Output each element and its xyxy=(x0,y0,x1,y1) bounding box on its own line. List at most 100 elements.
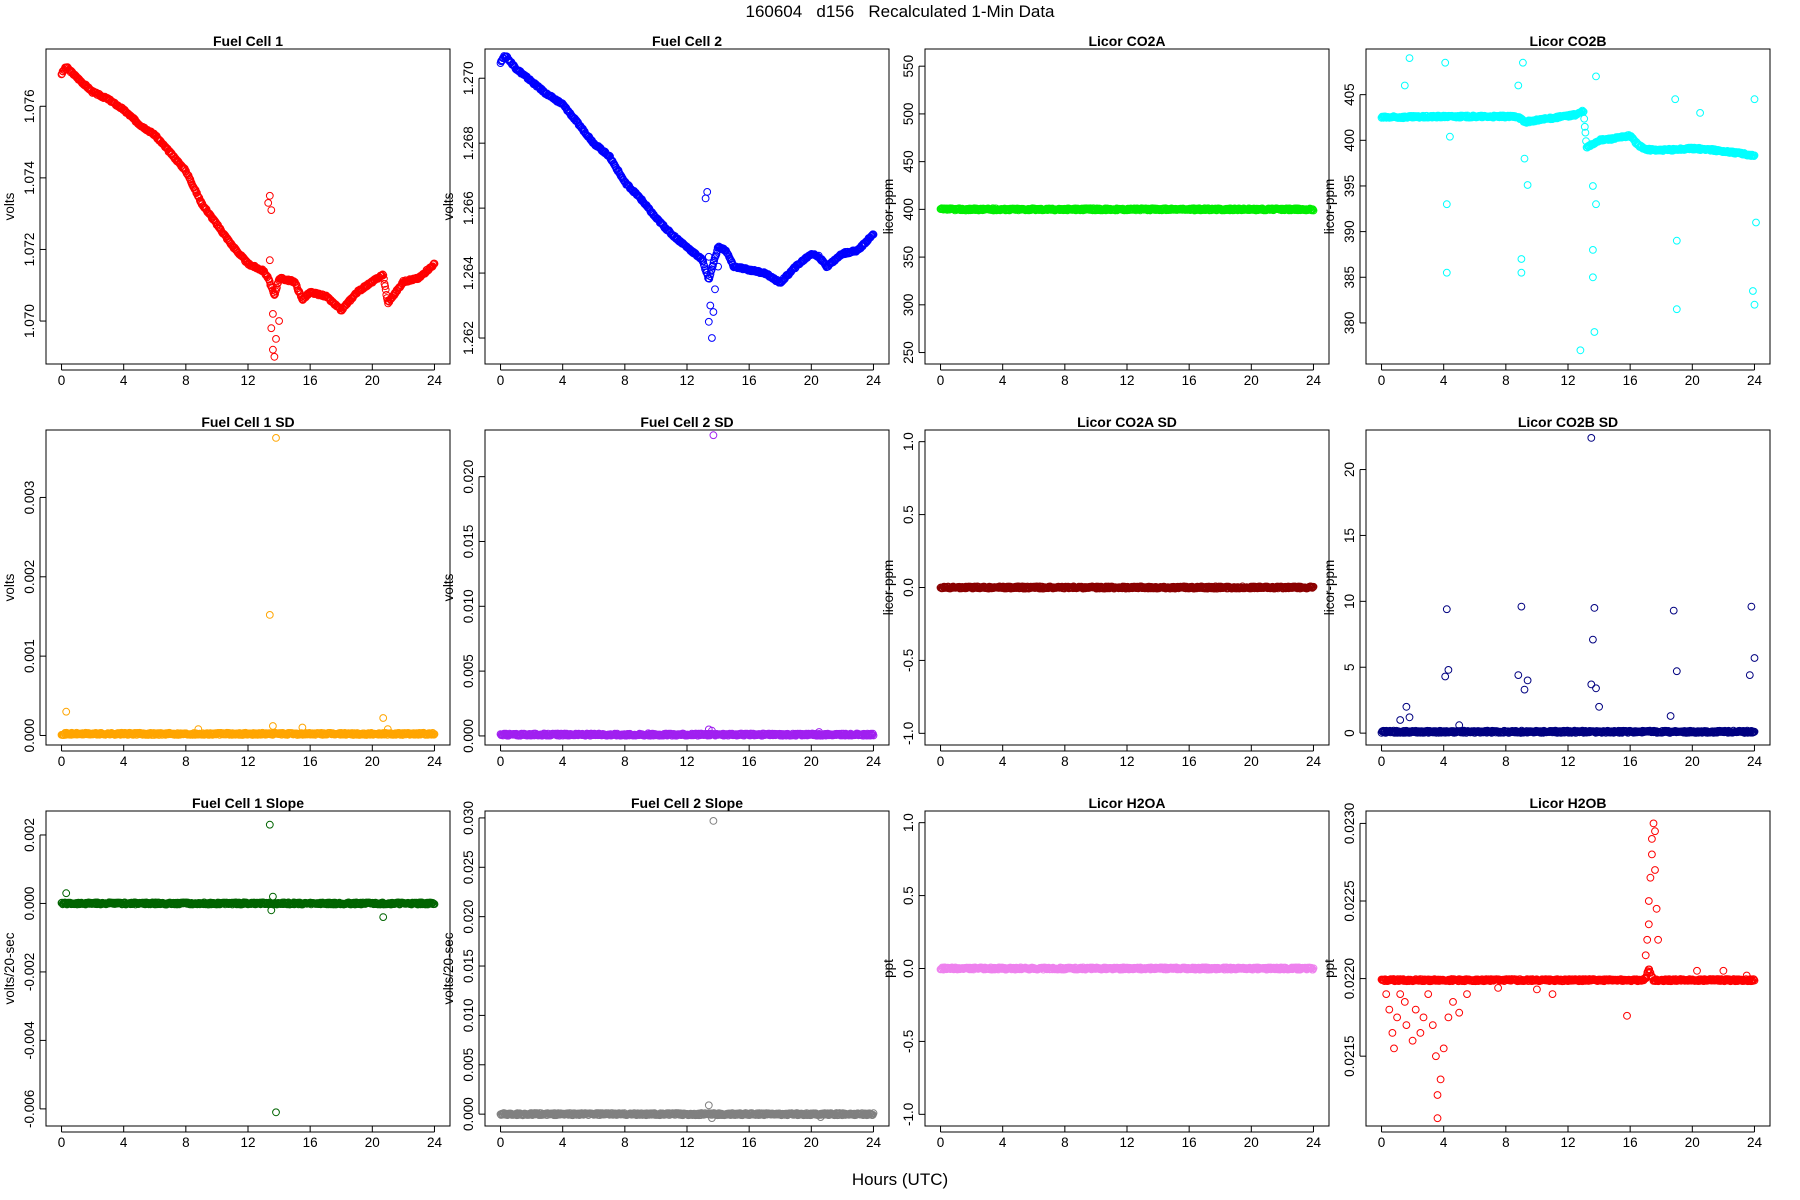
y-tick-label: 0.001 xyxy=(22,639,37,673)
outlier-point xyxy=(269,722,277,730)
x-tick-label: 0 xyxy=(58,373,66,388)
series-co2asd xyxy=(936,582,1318,593)
y-tick-label: 1.264 xyxy=(461,256,476,290)
x-tick-label: 0 xyxy=(497,373,505,388)
y-tick-label: 390 xyxy=(1342,220,1357,243)
x-tick-label: 16 xyxy=(303,754,318,769)
x-tick-label: 0 xyxy=(937,373,945,388)
outlier-point xyxy=(709,308,718,316)
x-tick-label: 8 xyxy=(182,754,190,769)
y-tick-label: 0 xyxy=(1342,729,1357,737)
x-tick-label: 12 xyxy=(1560,754,1575,769)
panel-title: Fuel Cell 2 xyxy=(652,33,722,49)
outlier-point xyxy=(1589,273,1597,282)
outlier-point xyxy=(1446,132,1454,141)
outlier-point xyxy=(708,334,716,342)
outlier-point xyxy=(1592,72,1600,81)
panel-title: Licor CO2B SD xyxy=(1518,414,1618,430)
x-tick-label: 24 xyxy=(427,754,443,769)
outlier-point xyxy=(1672,305,1681,314)
data-point xyxy=(194,193,203,202)
y-tick-label: 20 xyxy=(1342,462,1357,477)
x-tick-label: 4 xyxy=(120,754,128,769)
x-tick-label: 20 xyxy=(1244,373,1259,388)
outlier-point xyxy=(265,191,274,200)
data-point xyxy=(378,270,387,279)
x-tick-label: 24 xyxy=(1747,373,1763,388)
outlier-point xyxy=(1576,346,1585,355)
outlier-point xyxy=(1750,300,1759,309)
x-tick-label: 4 xyxy=(999,373,1007,388)
outlier-point xyxy=(272,335,280,343)
x-tick-label: 8 xyxy=(1061,754,1069,769)
x-tick-label: 0 xyxy=(1378,754,1386,769)
x-tick-label: 4 xyxy=(1440,373,1448,388)
y-tick-label: 1.270 xyxy=(461,61,476,95)
x-tick-label: 4 xyxy=(120,373,128,388)
y-tick-label: 1.074 xyxy=(22,160,37,194)
panel-title: Fuel Cell 1 xyxy=(213,33,283,49)
outlier-point xyxy=(272,434,280,442)
y-axis-label: licor-ppm xyxy=(881,560,896,616)
y-tick-label: 0.015 xyxy=(461,525,476,559)
data-point xyxy=(381,285,390,294)
x-tick-label: 16 xyxy=(742,373,757,388)
x-tick-label: 24 xyxy=(1306,373,1322,388)
y-tick-label: 400 xyxy=(1342,129,1357,152)
y-axis-label: licor-ppm xyxy=(881,179,896,235)
outlier-point xyxy=(1752,218,1760,227)
y-tick-label: 250 xyxy=(901,341,916,364)
outlier-point xyxy=(265,256,274,265)
data-point xyxy=(263,273,272,282)
outlier-point xyxy=(701,194,710,203)
y-axis-label: licor-ppm xyxy=(1322,179,1337,235)
outlier-point xyxy=(706,301,715,310)
y-axis-label: volts xyxy=(2,573,17,601)
series-fc2sd xyxy=(496,431,878,740)
panel-title: Fuel Cell 2 SD xyxy=(640,414,733,430)
x-tick-label: 16 xyxy=(1623,754,1638,769)
x-tick-label: 24 xyxy=(866,754,882,769)
series-co2a xyxy=(936,204,1318,215)
x-tick-label: 24 xyxy=(1747,754,1763,769)
outlier-point xyxy=(270,352,279,361)
outlier-point xyxy=(1672,236,1681,245)
x-tick-label: 16 xyxy=(1623,373,1638,388)
data-point xyxy=(429,260,438,269)
y-tick-label: 1.072 xyxy=(22,233,37,267)
x-tick-label: 16 xyxy=(742,754,757,769)
outlier-point xyxy=(1750,95,1759,104)
data-point xyxy=(273,283,281,292)
outlier-point xyxy=(265,611,274,619)
outlier-point xyxy=(62,707,71,716)
y-axis-label: licor-ppm xyxy=(1322,560,1337,616)
y-tick-label: 1.076 xyxy=(22,89,37,123)
outlier-point xyxy=(267,324,276,333)
y-tick-label: 1.070 xyxy=(22,304,37,338)
series-co2b xyxy=(1377,54,1760,355)
outlier-point xyxy=(1520,154,1529,163)
x-tick-label: 8 xyxy=(1502,373,1510,388)
series-fc1 xyxy=(57,63,439,361)
series-fc1sd xyxy=(57,434,439,739)
outlier-point xyxy=(1517,255,1526,263)
data-point xyxy=(380,274,388,283)
y-axis-label: volts xyxy=(441,192,456,220)
outlier-point xyxy=(269,310,277,318)
panel-title: Licor CO2A xyxy=(1088,33,1165,49)
data-point xyxy=(265,277,274,286)
y-tick-label: 0.003 xyxy=(22,481,37,515)
outlier-point xyxy=(711,285,719,294)
y-tick-label: 0.010 xyxy=(461,589,476,623)
x-tick-label: 8 xyxy=(182,373,190,388)
x-tick-label: 12 xyxy=(240,754,255,769)
outlier-point xyxy=(1696,109,1704,117)
x-axis-label: Hours (UTC) xyxy=(851,1170,949,1189)
plot-frame xyxy=(45,429,451,746)
outlier-point xyxy=(1523,181,1532,189)
x-tick-label: 16 xyxy=(1182,754,1197,769)
x-tick-label: 20 xyxy=(804,373,819,388)
